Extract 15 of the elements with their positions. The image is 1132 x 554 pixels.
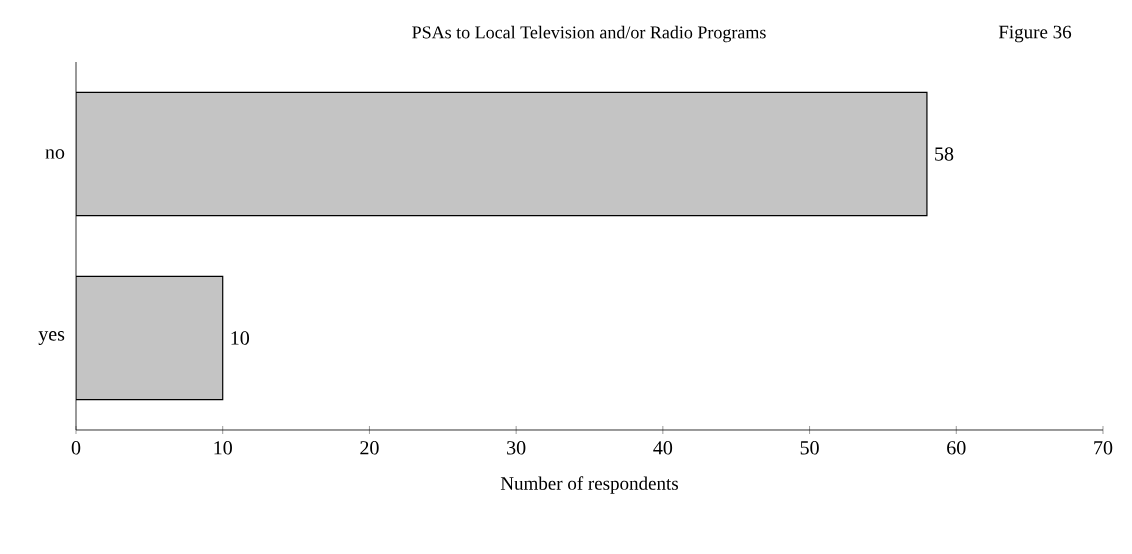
data-label: 58 xyxy=(935,147,954,161)
x-tick-label: 50 xyxy=(800,441,819,455)
x-tick-label: 40 xyxy=(653,441,673,455)
x-tick-label: 10 xyxy=(214,441,232,455)
x-tick-label: 60 xyxy=(947,441,966,455)
data-label: 10 xyxy=(231,331,250,345)
y-tick-label: no xyxy=(45,149,65,159)
y-tick-label: yes xyxy=(38,331,65,345)
x-tick-label: 70 xyxy=(1094,441,1113,455)
x-tick-label: 0 xyxy=(71,441,81,455)
chart-title: PSAs to Local Television and/or Radio Programs xyxy=(412,25,766,43)
x-tick-label: 20 xyxy=(360,441,379,455)
caption: Figure 36 xyxy=(998,25,1072,43)
x-axis-title: Number of respondents xyxy=(500,476,678,494)
x-tick-label: 30 xyxy=(507,441,526,455)
